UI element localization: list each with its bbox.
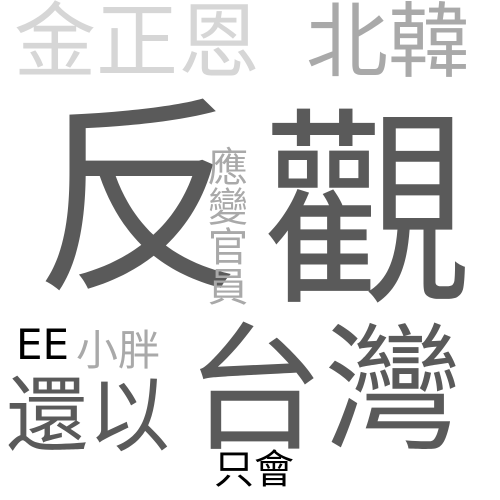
word-guan: 觀 <box>262 90 473 335</box>
word-beihan: 北韓 <box>306 0 471 90</box>
word-yingbian-guanyuan: 應變官員 <box>201 146 247 306</box>
word-taiwan: 台灣 <box>186 310 463 471</box>
word-fan: 反 <box>34 78 245 323</box>
word-zhihui: 只會 <box>214 447 294 493</box>
word-jinzhengen: 金正恩 <box>14 0 261 90</box>
word-xiaopang: 小胖 <box>76 326 161 375</box>
word-huanyi: 還以 <box>6 369 171 464</box>
word-ee: EE <box>16 320 70 369</box>
